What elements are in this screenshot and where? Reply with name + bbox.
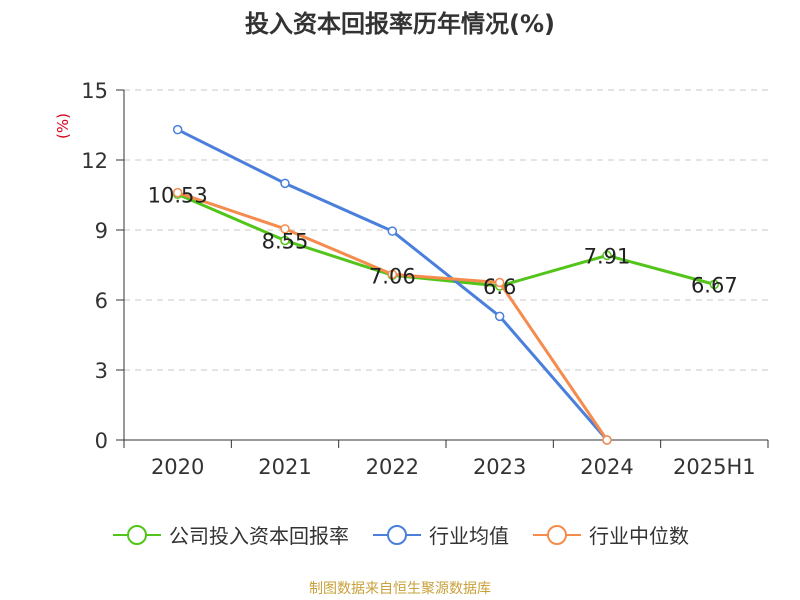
data-point [172,124,183,135]
y-tick-label: 9 [95,219,108,243]
data-point [709,279,720,290]
data-point [280,235,290,246]
y-axis-label: (%) [54,113,72,139]
data-label: 6.6 [483,275,516,299]
data-label: 6.67 [691,273,738,297]
data-label: 8.55 [262,230,309,254]
y-tick-label: 6 [95,289,108,313]
x-tick-label: 2023 [473,455,526,479]
y-tick-label: 15 [81,79,108,103]
legend-item[interactable]: 行业中位数 [531,520,689,549]
x-tick-label: 2021 [258,455,311,479]
legend-circle [387,524,407,545]
chart-title: 投入资本回报率历年情况(%) [245,10,555,38]
series-line [177,192,715,288]
y-tick-label: 0 [95,429,108,453]
x-tick-label: 2025H1 [673,455,756,479]
y-tick-label: 12 [81,149,108,173]
data-point [602,435,612,445]
legend-item[interactable]: 行业均值 [371,520,509,549]
legend-marker-icon [373,524,421,545]
data-point [387,226,398,236]
legend-label: 行业均值 [429,524,509,548]
legend-circle [127,524,147,545]
data-point [387,269,398,280]
legend-label: 公司投入资本回报率 [169,524,349,548]
data-label: 7.91 [584,244,631,268]
legend-item[interactable]: 公司投入资本回报率 [111,520,349,549]
data-point [280,224,290,234]
data-point [602,250,612,261]
legend-marker-icon [533,524,581,545]
data-point [494,277,505,288]
legend-label: 行业中位数 [589,524,689,548]
data-point [172,187,183,198]
data-point [280,178,290,189]
y-tick-label: 3 [95,359,108,383]
data-label: 7.06 [369,264,416,288]
x-tick-label: 2024 [580,455,633,479]
data-label: 10.53 [148,183,208,207]
legend-circle [547,524,567,545]
x-tick-label: 2022 [366,455,419,479]
source-note: 制图数据来自恒生聚源数据库 [309,581,491,597]
legend: 公司投入资本回报率 行业均值 行业中位数 [0,520,800,549]
x-tick-label: 2020 [151,455,204,479]
data-point [494,311,505,322]
legend-marker-icon [113,524,161,545]
